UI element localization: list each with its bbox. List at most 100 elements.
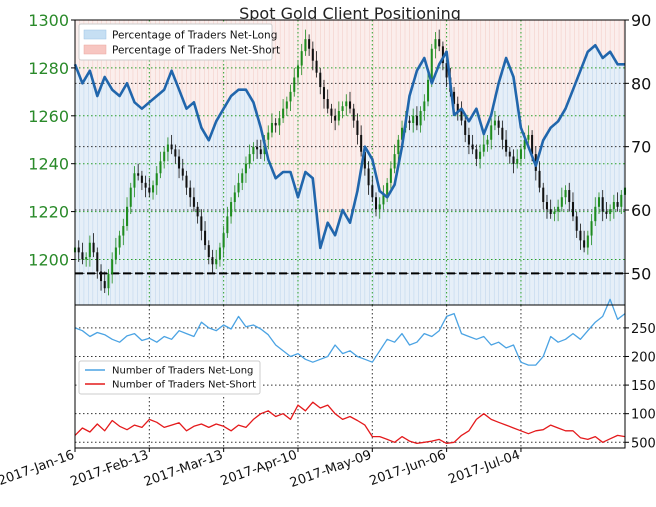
net-long-count-legend-label: Number of Traders Net-Long: [112, 366, 253, 377]
candle-body: [230, 202, 233, 217]
candle-body: [215, 259, 218, 265]
net-short-count-line: [74, 401, 626, 445]
right-tick-label: 60: [631, 201, 651, 220]
candle-body: [601, 197, 604, 212]
candle-body: [308, 39, 311, 49]
candle-body: [248, 154, 251, 164]
candle-body: [419, 111, 422, 126]
candle-body: [605, 211, 608, 214]
candle-body: [126, 206, 129, 226]
net-long-count-line: [74, 298, 626, 366]
candle-body: [557, 206, 560, 212]
candle-body: [170, 144, 173, 150]
candle-body: [523, 139, 526, 150]
net-long-swatch: [83, 29, 107, 40]
candle-body: [549, 209, 552, 214]
candle-body: [289, 91, 292, 102]
bottom-right-tick-label: 500: [631, 436, 656, 451]
candle-body: [137, 173, 140, 176]
candle-body: [586, 235, 589, 248]
candle-body: [322, 87, 326, 100]
candle-body: [538, 170, 541, 188]
candle-body: [352, 108, 355, 121]
candle-body: [590, 221, 593, 236]
candle-body: [103, 281, 106, 289]
candle-body: [479, 151, 482, 159]
candle-body: [315, 60, 318, 73]
candle-body: [363, 151, 366, 169]
bottom-right-tick-label: 1000: [631, 408, 656, 423]
x-axis: 2017-Jan-162017-Feb-132017-Mar-132017-Ap…: [0, 448, 522, 491]
net-long-area: [75, 45, 625, 306]
candle-body: [178, 156, 181, 169]
candle-body: [490, 125, 493, 140]
candle-body: [133, 173, 136, 188]
candle-body: [367, 168, 370, 186]
candle-body: [270, 122, 273, 133]
candle-body: [512, 156, 515, 164]
candle-body: [560, 197, 563, 207]
candle-body: [501, 127, 504, 140]
candle-body: [445, 63, 448, 78]
candle-body: [211, 257, 214, 265]
candle-body: [196, 206, 199, 217]
x-tick-label: 2017-Jul-04: [446, 448, 522, 488]
bottom-legend: Number of Traders Net-Long Number of Trad…: [78, 360, 261, 395]
candle-body: [233, 192, 236, 203]
right-tick-label: 50: [631, 264, 651, 283]
top-legend: Percentage of Traders Net-Long Percentage…: [78, 23, 280, 61]
candle-body: [579, 230, 582, 241]
candle-body: [200, 216, 203, 231]
candle-body: [482, 144, 485, 152]
candle-body: [152, 185, 155, 193]
candle-body: [96, 252, 99, 272]
candle-body: [111, 259, 114, 274]
candle-body: [594, 206, 597, 222]
candle-body: [508, 151, 511, 157]
net-short-area: [75, 20, 625, 248]
x-tick-label: 2017-Feb-13: [68, 448, 150, 490]
candle-body: [311, 48, 314, 61]
candle-body: [341, 106, 344, 112]
candle-body: [542, 187, 545, 203]
candle-body: [568, 190, 571, 203]
candle-body: [609, 209, 612, 214]
candle-body: [438, 39, 441, 47]
net-short-swatch: [83, 44, 107, 55]
x-tick-label: 2017-Apr-10: [219, 448, 300, 490]
candle-body: [389, 168, 392, 183]
candle-body: [460, 111, 463, 121]
candle-body: [122, 225, 125, 236]
candle-body: [114, 247, 117, 260]
candle-body: [527, 134, 530, 140]
right-tick-label: 80: [631, 74, 651, 93]
trader-count-panel: 500 1000 1500 2000 2500 Number of Traders Net…: [74, 298, 656, 451]
candle-body: [319, 72, 322, 88]
candle-body: [207, 245, 210, 258]
candle-body: [330, 108, 333, 116]
net-short-count-legend-label: Number of Traders Net-Short: [112, 380, 256, 391]
candle-body: [564, 190, 567, 198]
candle-body: [374, 197, 378, 210]
candle-body: [244, 163, 247, 174]
candle-body: [85, 257, 88, 260]
candle-body: [464, 120, 467, 135]
bottom-right-tick-label: 1500: [631, 379, 656, 394]
candle-body: [144, 182, 147, 188]
candle-body: [81, 252, 84, 260]
candle-body: [92, 242, 95, 253]
candle-body: [282, 108, 285, 119]
net-long-legend-label: Percentage of Traders Net-Long: [112, 30, 277, 42]
candle-body: [148, 187, 151, 193]
price-positioning-panel: 1200 1220 1240 1260 1280 1300 50 60 70 80 90 Percen…: [28, 11, 651, 306]
candle-body: [371, 185, 374, 198]
candle-body: [99, 271, 103, 282]
left-tick-label: 1240: [28, 155, 69, 174]
net-short-legend-label: Percentage of Traders Net-Short: [112, 45, 280, 57]
candle-body: [218, 247, 221, 260]
candle-body: [545, 202, 548, 210]
left-tick-label: 1280: [28, 59, 69, 78]
candle-body: [475, 149, 478, 159]
candle-body: [386, 182, 389, 195]
